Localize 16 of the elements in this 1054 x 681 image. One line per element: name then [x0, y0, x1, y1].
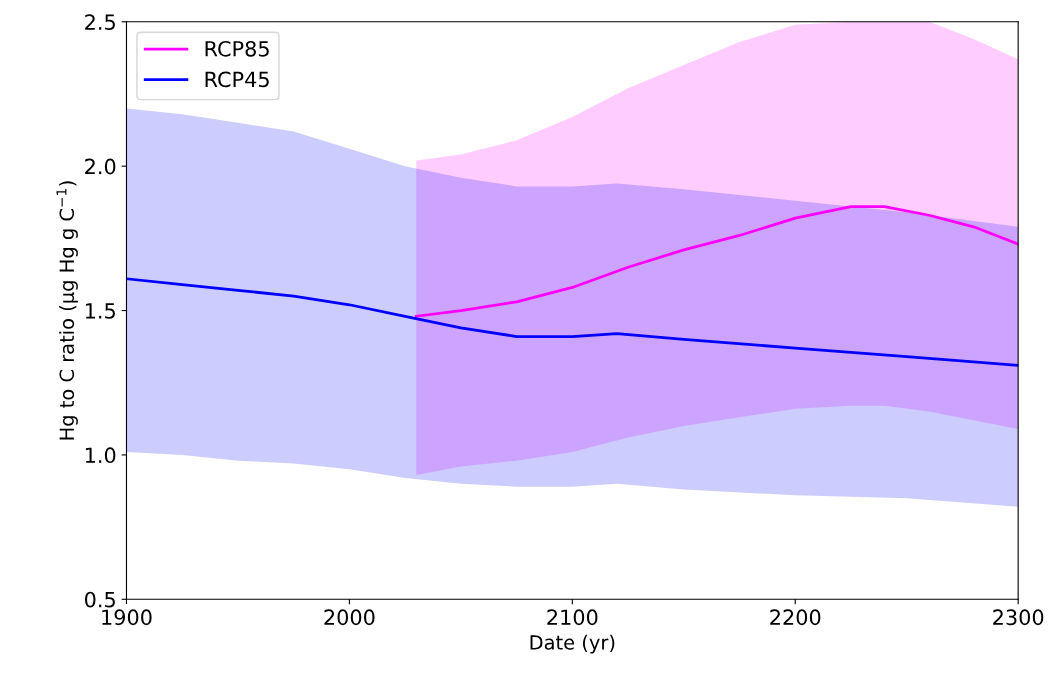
x-axis-title: Date (yr) — [530, 634, 615, 654]
legend-label: RCP45 — [205, 71, 269, 88]
x-tick-label: 1900 — [102, 609, 152, 626]
x-tick-label: 2100 — [547, 609, 598, 626]
y-tick-label: 2.5 — [85, 14, 115, 30]
x-tick-label: 2200 — [770, 609, 821, 626]
y-tick-label: 1.5 — [85, 303, 115, 319]
line-series — [126, 277, 1019, 367]
x-tick-label: 2000 — [324, 609, 375, 626]
x-tick-label: 2300 — [993, 609, 1044, 626]
y-tick-label: 2.0 — [85, 158, 116, 175]
y-tick-label: 0.5 — [85, 591, 115, 608]
y-tick-label: 1.0 — [85, 447, 116, 464]
line-series — [414, 205, 1019, 318]
legend-label: RCP85 — [205, 40, 269, 57]
y-axis-title: Hg to C ratio (µg Hg g C$^{−1}$) — [56, 181, 78, 440]
